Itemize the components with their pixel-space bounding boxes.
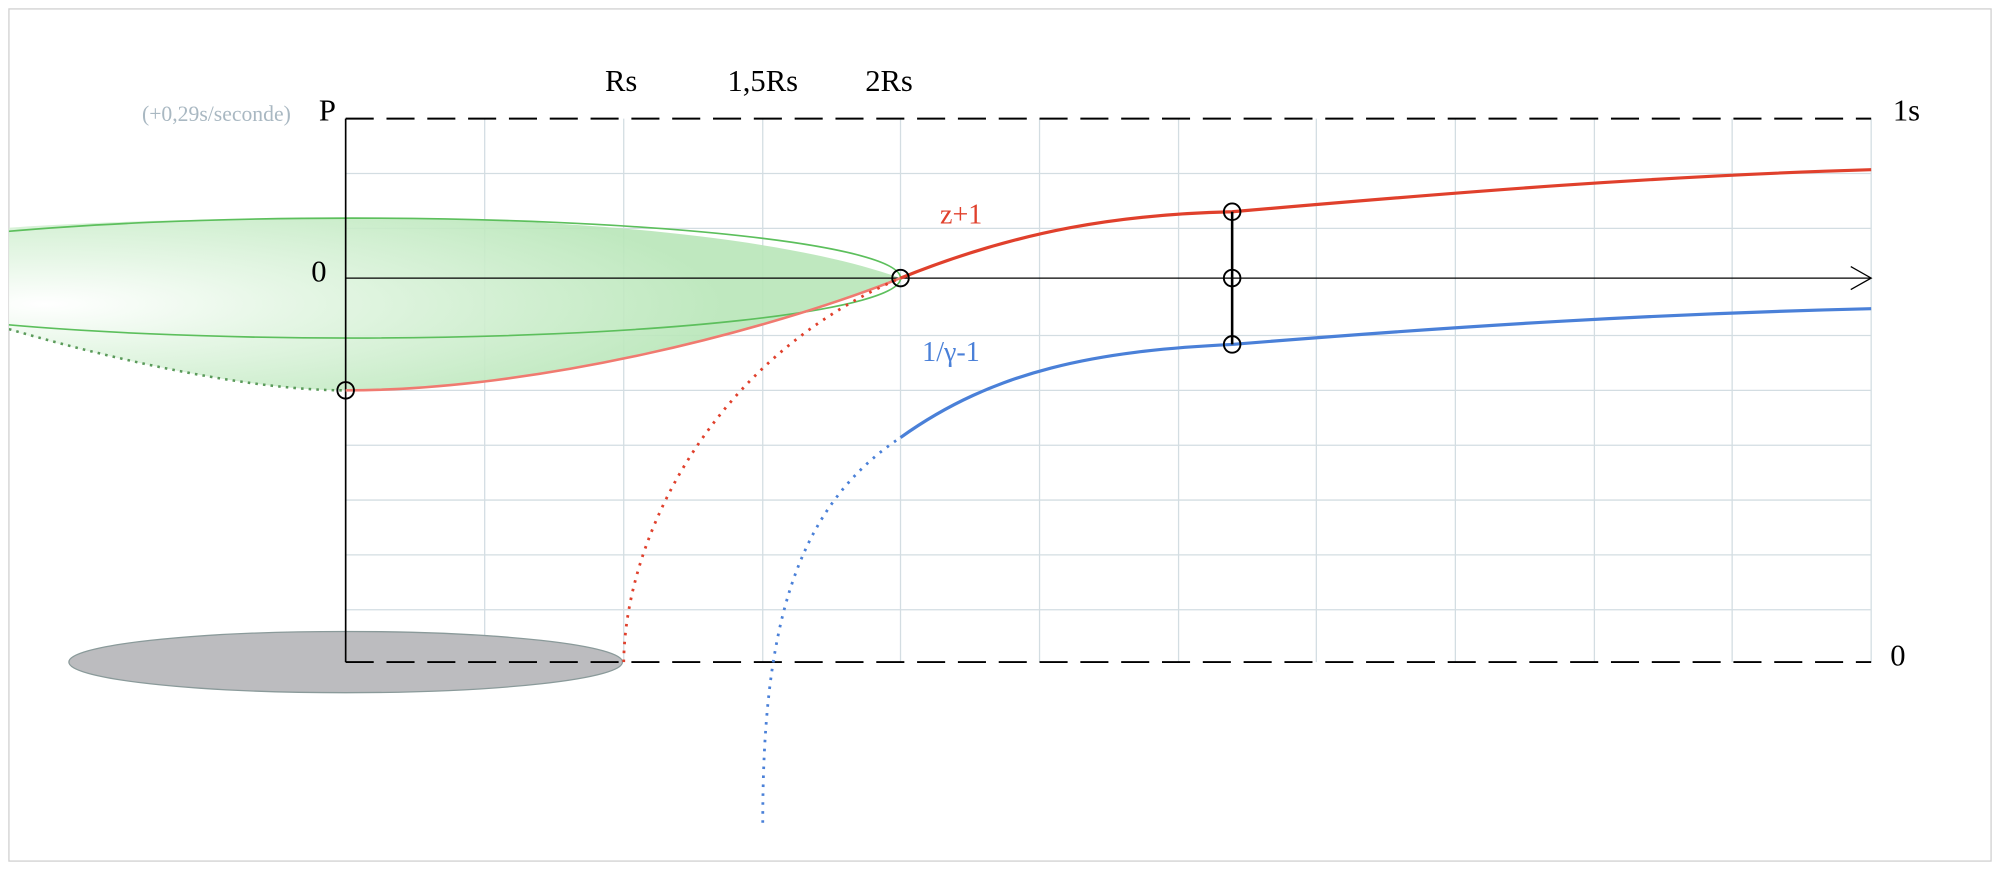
zero-right-label: 0 — [1890, 638, 1905, 672]
grid — [345, 118, 1872, 663]
rs-2-label: 2Rs — [865, 64, 913, 98]
top-right-label: 1s — [1893, 94, 1920, 128]
rs-15-label: 1,5Rs — [727, 64, 798, 98]
red-curve-label: z+1 — [940, 199, 982, 230]
zero-left-label: 0 — [311, 254, 326, 288]
frame — [8, 8, 1992, 862]
rs-label: Rs — [605, 64, 637, 98]
markers — [336, 202, 1242, 400]
blue-curve-label: 1/γ-1 — [922, 337, 980, 368]
curves — [345, 168, 1872, 823]
rate-label: (+0,29s/seconde) — [142, 102, 291, 126]
p-label: P — [319, 94, 336, 128]
